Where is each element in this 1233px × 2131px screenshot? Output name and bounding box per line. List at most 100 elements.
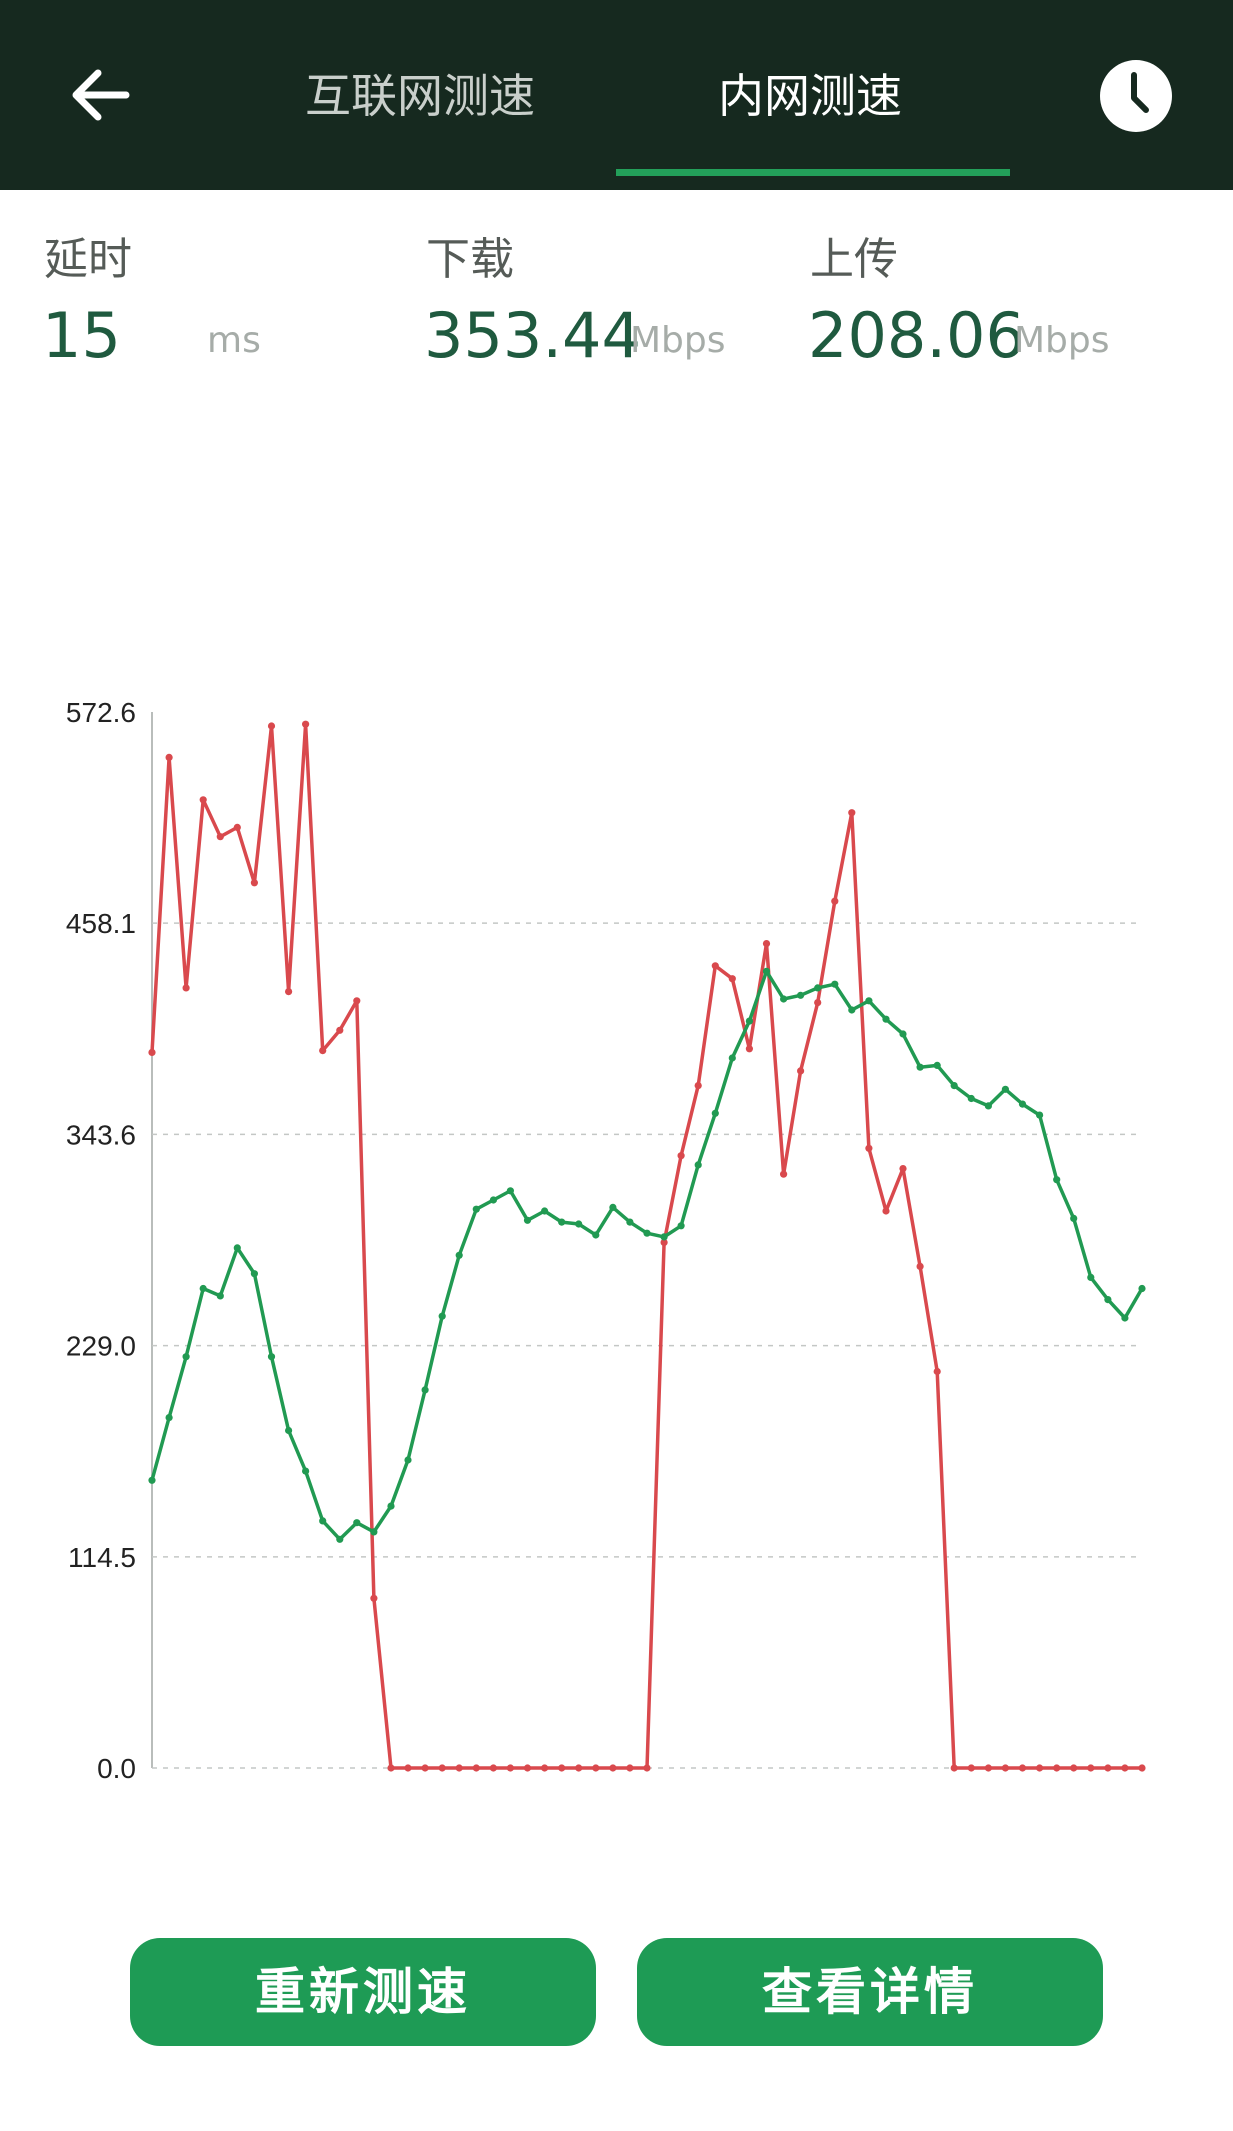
data-point: [472, 1764, 480, 1772]
data-point: [285, 988, 293, 996]
data-point: [1121, 1764, 1129, 1772]
series-line-1: [150, 969, 1144, 1542]
data-point: [967, 1764, 975, 1772]
data-point: [882, 1015, 890, 1023]
data-point: [660, 1238, 668, 1246]
data-point: [1121, 1314, 1129, 1322]
data-point: [506, 1764, 514, 1772]
data-point: [250, 1270, 258, 1278]
data-point: [797, 991, 805, 999]
data-point: [762, 940, 771, 948]
retest-button[interactable]: 重新测速: [130, 1938, 596, 2046]
data-point: [455, 1251, 463, 1259]
y-tick-label: 343.6: [66, 1119, 136, 1150]
data-point: [1036, 1764, 1044, 1772]
data-point: [1087, 1273, 1095, 1281]
data-point: [336, 1535, 344, 1543]
tab-internet-speed[interactable]: 互联网测速: [305, 69, 535, 123]
data-point: [865, 1144, 873, 1152]
data-point: [558, 1764, 566, 1772]
data-point: [523, 1764, 532, 1772]
data-point: [762, 967, 771, 975]
data-point: [165, 753, 173, 761]
view-details-button[interactable]: 查看详情: [637, 1938, 1103, 2046]
back-button[interactable]: [55, 50, 145, 140]
data-point: [967, 1094, 975, 1103]
speed-line-chart: 572.6 458.1 343.6 229.0 114.5 0.0: [66, 697, 1146, 1784]
data-point: [199, 1284, 207, 1293]
data-point: [165, 1414, 173, 1422]
y-tick-label: 0.0: [97, 1753, 136, 1784]
data-point: [575, 1220, 583, 1228]
data-point: [745, 1045, 754, 1053]
data-point: [558, 1218, 566, 1226]
upload-value: 208.06: [808, 299, 1025, 372]
data-point: [626, 1764, 634, 1772]
y-tick-label: 458.1: [66, 908, 136, 939]
data-point: [711, 1109, 719, 1117]
data-point: [404, 1764, 412, 1772]
data-point: [506, 1187, 514, 1195]
download-label: 下载: [426, 234, 514, 285]
data-point: [472, 1205, 480, 1213]
data-point: [421, 1764, 429, 1772]
data-point: [438, 1312, 446, 1320]
data-point: [455, 1764, 463, 1772]
data-point: [797, 1067, 805, 1075]
data-point: [643, 1229, 651, 1237]
arrow-left-icon: [72, 69, 130, 121]
data-point: [1053, 1764, 1061, 1772]
latency-value: 15: [42, 299, 121, 372]
tab-lan-speed[interactable]: 内网测速: [718, 69, 902, 123]
data-point: [1001, 1085, 1010, 1093]
data-point: [745, 1017, 754, 1025]
data-point: [694, 1161, 702, 1169]
data-point: [523, 1216, 532, 1224]
data-point: [848, 809, 856, 817]
data-point: [643, 1764, 651, 1772]
data-point: [353, 997, 361, 1005]
data-point: [1138, 1284, 1146, 1293]
data-point: [199, 796, 207, 804]
data-point: [489, 1196, 497, 1204]
data-point: [233, 823, 241, 831]
data-point: [1018, 1100, 1027, 1108]
data-point: [404, 1456, 412, 1464]
data-point: [984, 1764, 993, 1772]
data-point: [1053, 1176, 1061, 1184]
data-point: [575, 1764, 583, 1772]
y-tick-label: 114.5: [68, 1542, 136, 1573]
data-point: [609, 1203, 617, 1211]
data-point: [387, 1502, 395, 1510]
data-point: [319, 1517, 327, 1525]
data-point: [233, 1244, 241, 1252]
data-point: [250, 879, 258, 887]
data-point: [592, 1764, 600, 1772]
data-point: [882, 1207, 890, 1215]
data-point: [489, 1764, 497, 1772]
data-point: [950, 1764, 958, 1772]
upload-label: 上传: [810, 234, 898, 285]
data-point: [899, 1030, 907, 1038]
data-point: [541, 1207, 549, 1215]
data-point: [182, 1353, 190, 1361]
y-tick-label: 229.0: [66, 1331, 136, 1362]
data-point: [711, 962, 719, 970]
data-point: [950, 1082, 958, 1090]
data-point: [677, 1222, 685, 1230]
data-point: [438, 1764, 446, 1772]
data-point: [1070, 1764, 1078, 1772]
data-point: [831, 897, 839, 905]
data-point: [780, 995, 788, 1003]
data-point: [814, 984, 822, 992]
data-point: [814, 999, 822, 1007]
data-point: [916, 1063, 924, 1071]
data-point: [216, 1292, 224, 1300]
data-point: [1070, 1214, 1078, 1222]
data-point: [660, 1233, 668, 1241]
data-point: [728, 1054, 736, 1062]
data-point: [353, 1519, 361, 1527]
history-button[interactable]: [1098, 58, 1174, 134]
data-point: [933, 1061, 941, 1069]
latency-label: 延时: [44, 234, 132, 285]
